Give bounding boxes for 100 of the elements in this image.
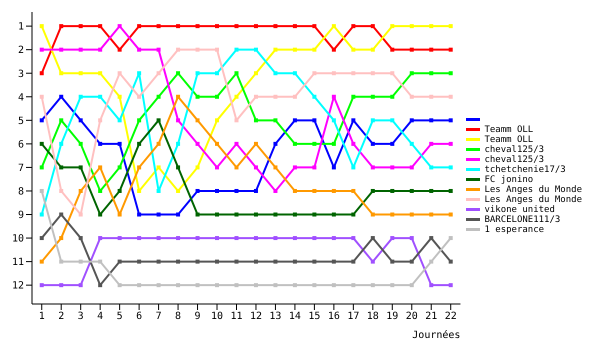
y-tick-label: 8 — [18, 186, 24, 198]
point — [59, 142, 64, 146]
point — [292, 188, 297, 193]
point — [234, 283, 238, 288]
point — [40, 142, 44, 146]
point — [370, 118, 375, 122]
legend-label: Les Anges du Monde — [484, 195, 582, 205]
point — [273, 283, 278, 288]
point — [156, 142, 161, 146]
point — [312, 260, 316, 264]
point — [176, 118, 180, 122]
point — [273, 142, 278, 146]
x-tick-label: 21 — [425, 311, 438, 322]
point — [98, 212, 102, 217]
x-tick-label: 13 — [269, 311, 282, 322]
x-tick-label: 22 — [444, 311, 457, 322]
point — [410, 71, 414, 76]
point — [234, 165, 238, 170]
point — [351, 71, 356, 76]
point — [254, 283, 258, 288]
point — [410, 236, 414, 240]
point — [78, 260, 83, 264]
point — [410, 283, 414, 288]
point — [370, 283, 375, 288]
point — [59, 24, 64, 28]
point — [215, 260, 220, 264]
point — [448, 142, 453, 146]
point — [410, 24, 414, 28]
point — [40, 94, 44, 99]
point — [78, 24, 83, 28]
y-tick-label: 10 — [12, 234, 24, 245]
point — [156, 260, 161, 264]
point — [78, 236, 83, 240]
point — [40, 283, 44, 288]
point — [78, 165, 83, 170]
point — [429, 71, 434, 76]
point — [254, 260, 258, 264]
point — [156, 94, 161, 99]
point — [370, 48, 375, 52]
point — [351, 236, 356, 240]
point — [196, 94, 200, 99]
point — [312, 118, 316, 122]
point — [215, 48, 220, 52]
point — [254, 71, 258, 76]
point — [390, 260, 394, 264]
point — [118, 142, 122, 146]
point — [118, 165, 122, 170]
point — [59, 212, 64, 217]
point — [448, 212, 453, 217]
y-tick-label: 3 — [18, 68, 24, 80]
point — [390, 165, 394, 170]
point — [78, 118, 83, 122]
point — [351, 283, 356, 288]
point — [312, 24, 316, 28]
point — [176, 24, 180, 28]
point — [215, 236, 220, 240]
point — [254, 212, 258, 217]
point — [98, 236, 102, 240]
point — [196, 118, 200, 122]
point — [137, 71, 142, 76]
point — [390, 71, 394, 76]
point — [78, 71, 83, 76]
point — [254, 48, 258, 52]
x-tick-label: 20 — [406, 311, 418, 322]
point — [40, 260, 44, 264]
point — [234, 260, 238, 264]
point — [312, 236, 316, 240]
point — [273, 236, 278, 240]
point — [176, 48, 180, 52]
point — [448, 94, 453, 99]
point — [273, 24, 278, 28]
point — [234, 71, 238, 76]
point — [312, 94, 316, 99]
point — [176, 188, 180, 193]
point — [196, 71, 200, 76]
point — [254, 236, 258, 240]
point — [59, 260, 64, 264]
point — [137, 48, 142, 52]
point — [351, 260, 356, 264]
y-tick-label: 7 — [18, 162, 24, 174]
point — [59, 94, 64, 99]
point — [410, 188, 414, 193]
point — [370, 212, 375, 217]
point — [351, 165, 356, 170]
point — [370, 94, 375, 99]
y-tick-label: 11 — [12, 257, 24, 268]
point — [429, 48, 434, 52]
point — [118, 94, 122, 99]
point — [292, 48, 297, 52]
point — [118, 24, 122, 28]
point — [137, 142, 142, 146]
point — [370, 260, 375, 264]
point — [215, 71, 220, 76]
point — [137, 212, 142, 217]
point — [196, 48, 200, 52]
point — [312, 142, 316, 146]
point — [370, 165, 375, 170]
point — [59, 188, 64, 193]
x-tick-label: 6 — [136, 311, 142, 322]
point — [40, 212, 44, 217]
